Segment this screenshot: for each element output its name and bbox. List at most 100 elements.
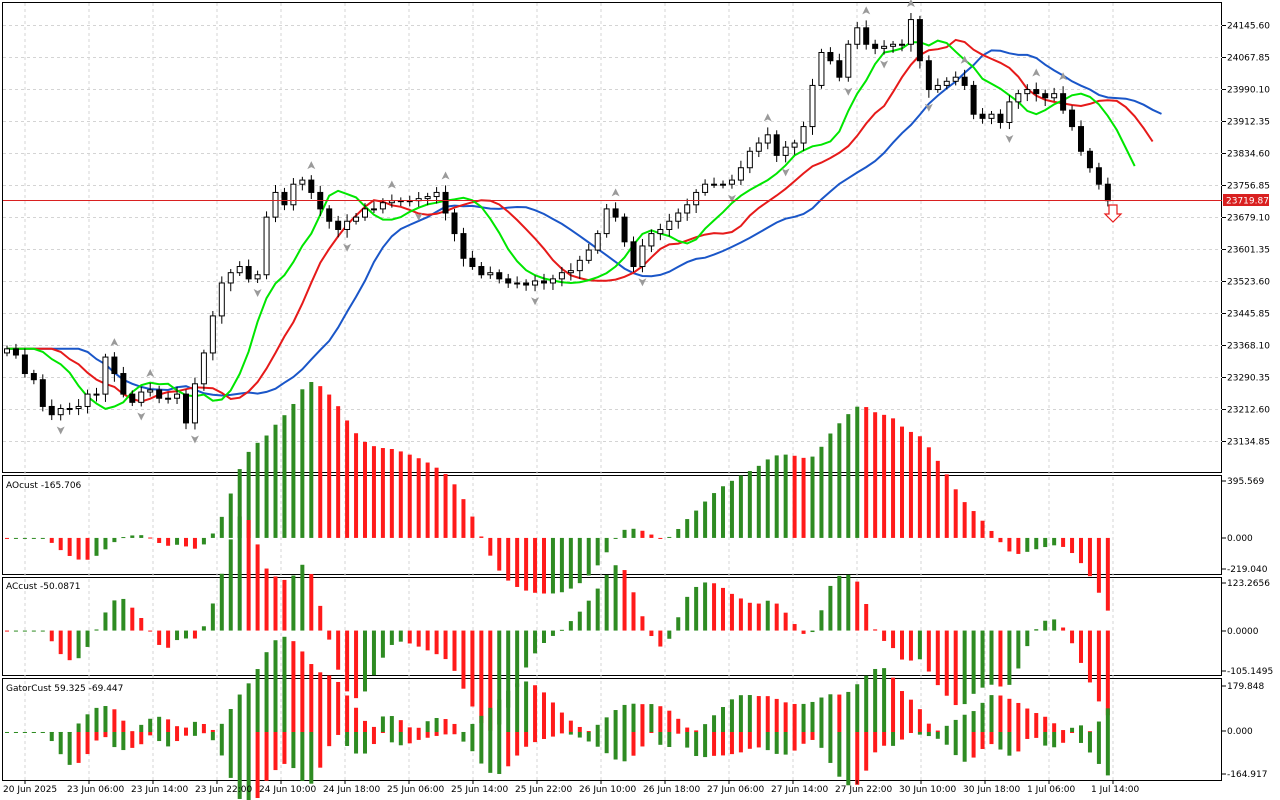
ac-bar xyxy=(649,630,654,637)
gator-down-bar xyxy=(917,731,922,735)
grid-lines xyxy=(3,3,1222,780)
ac-bar xyxy=(774,603,779,631)
ac-bar xyxy=(148,630,153,632)
gator-up-bar xyxy=(640,704,645,732)
ao-bar xyxy=(273,424,278,538)
gator-down-bar xyxy=(67,731,72,765)
gator-up-bar xyxy=(774,698,779,732)
gator-up-bar xyxy=(94,707,99,732)
ac-bar xyxy=(237,516,242,631)
ac-bar xyxy=(658,630,663,647)
gator-up-bar xyxy=(1079,725,1083,732)
ao-bar xyxy=(398,451,403,538)
gator-down-bar xyxy=(380,731,385,733)
fractal-down-icon xyxy=(137,412,146,421)
gator-up-bar xyxy=(810,701,815,732)
candle-body xyxy=(943,80,950,86)
candle-body xyxy=(657,228,664,235)
gator-up-bar xyxy=(989,695,994,732)
ao-bar xyxy=(479,536,484,538)
gator-down-bar xyxy=(622,731,627,762)
candle-body xyxy=(370,208,377,211)
candle-body xyxy=(594,233,601,251)
ao-bar xyxy=(354,433,359,538)
ac-bar xyxy=(184,630,188,639)
ao-bar xyxy=(962,502,967,538)
gator-down-bar xyxy=(774,731,779,754)
fractal-down-icon xyxy=(727,194,736,203)
ao-bar xyxy=(908,431,913,538)
ao-bar xyxy=(443,474,448,538)
ao-bar xyxy=(327,394,332,538)
gator-down-bar xyxy=(837,731,842,777)
ao-bar xyxy=(452,484,457,538)
candle-body xyxy=(299,179,306,185)
ao-bar xyxy=(130,535,135,538)
ao-bar xyxy=(184,537,188,547)
sub-tick-label: 0.000 xyxy=(1227,727,1253,737)
fractal-down-icon xyxy=(781,168,790,177)
ac-bar xyxy=(327,630,332,640)
gator-down-bar xyxy=(533,731,538,743)
gator-up-bar xyxy=(130,731,135,733)
ac-bar xyxy=(1061,627,1066,631)
candle-body xyxy=(183,393,189,424)
ao-bar xyxy=(873,412,878,538)
gator-down-bar xyxy=(676,731,681,734)
ao-bar xyxy=(917,436,922,538)
ao-bar xyxy=(729,480,734,538)
candle-body xyxy=(281,191,288,206)
gator-down-bar xyxy=(76,731,81,763)
gator-down-bar xyxy=(900,731,904,740)
candle-body xyxy=(147,389,154,393)
gator-up-bar xyxy=(354,707,359,732)
gator-up-bar xyxy=(729,699,734,732)
fractal-up-icon xyxy=(960,55,969,64)
gator-up-bar xyxy=(139,724,144,732)
price-tick-label: 23523.60 xyxy=(1227,278,1270,288)
gator-down-bar xyxy=(908,731,913,733)
ao-bar xyxy=(201,537,206,545)
candle-body xyxy=(711,183,718,186)
ao-histogram xyxy=(5,381,1110,611)
ac-bar xyxy=(1052,619,1057,631)
ao-panel-label: AOcust -165.706 xyxy=(6,481,82,491)
gator-up-bar xyxy=(1043,716,1048,732)
gator-down-bar xyxy=(228,731,233,778)
candle-body xyxy=(451,212,458,235)
gator-down-bar xyxy=(971,731,976,758)
ao-bar xyxy=(756,465,761,538)
candle-body xyxy=(290,183,297,206)
ao-bar xyxy=(1007,537,1012,552)
candle-body xyxy=(845,43,852,78)
gator-up-bar xyxy=(631,703,636,732)
candle-body xyxy=(227,272,234,284)
ac-bar xyxy=(175,630,180,641)
fractal-up-icon xyxy=(146,368,155,377)
ao-bar xyxy=(94,537,99,556)
gator-down-bar xyxy=(31,731,36,733)
ao-bar xyxy=(363,441,367,538)
gator-down-bar xyxy=(452,731,457,735)
ac-bar xyxy=(264,568,269,631)
gator-down-bar xyxy=(721,731,725,756)
candle-body xyxy=(1060,93,1067,111)
time-tick-label: 25 Jun 06:00 xyxy=(387,785,444,795)
ao-panel-frame xyxy=(2,475,1222,575)
gator-down-bar xyxy=(22,731,27,733)
gator-up-bar xyxy=(1007,698,1012,732)
ac-bar xyxy=(273,576,278,631)
gator-down-bar xyxy=(550,731,555,737)
ao-bar xyxy=(559,537,564,593)
gator-down-bar xyxy=(246,731,251,800)
ac-bar xyxy=(712,583,717,631)
price-tick-label: 23756.85 xyxy=(1227,182,1270,192)
gator-down-bar xyxy=(157,731,162,742)
gator-down-bar xyxy=(1061,731,1066,743)
gator-down-bar xyxy=(192,731,197,736)
gator-down-bar xyxy=(112,731,117,748)
ac-bar xyxy=(309,573,314,631)
ao-bar xyxy=(461,499,466,538)
ao-bar xyxy=(998,537,1003,543)
